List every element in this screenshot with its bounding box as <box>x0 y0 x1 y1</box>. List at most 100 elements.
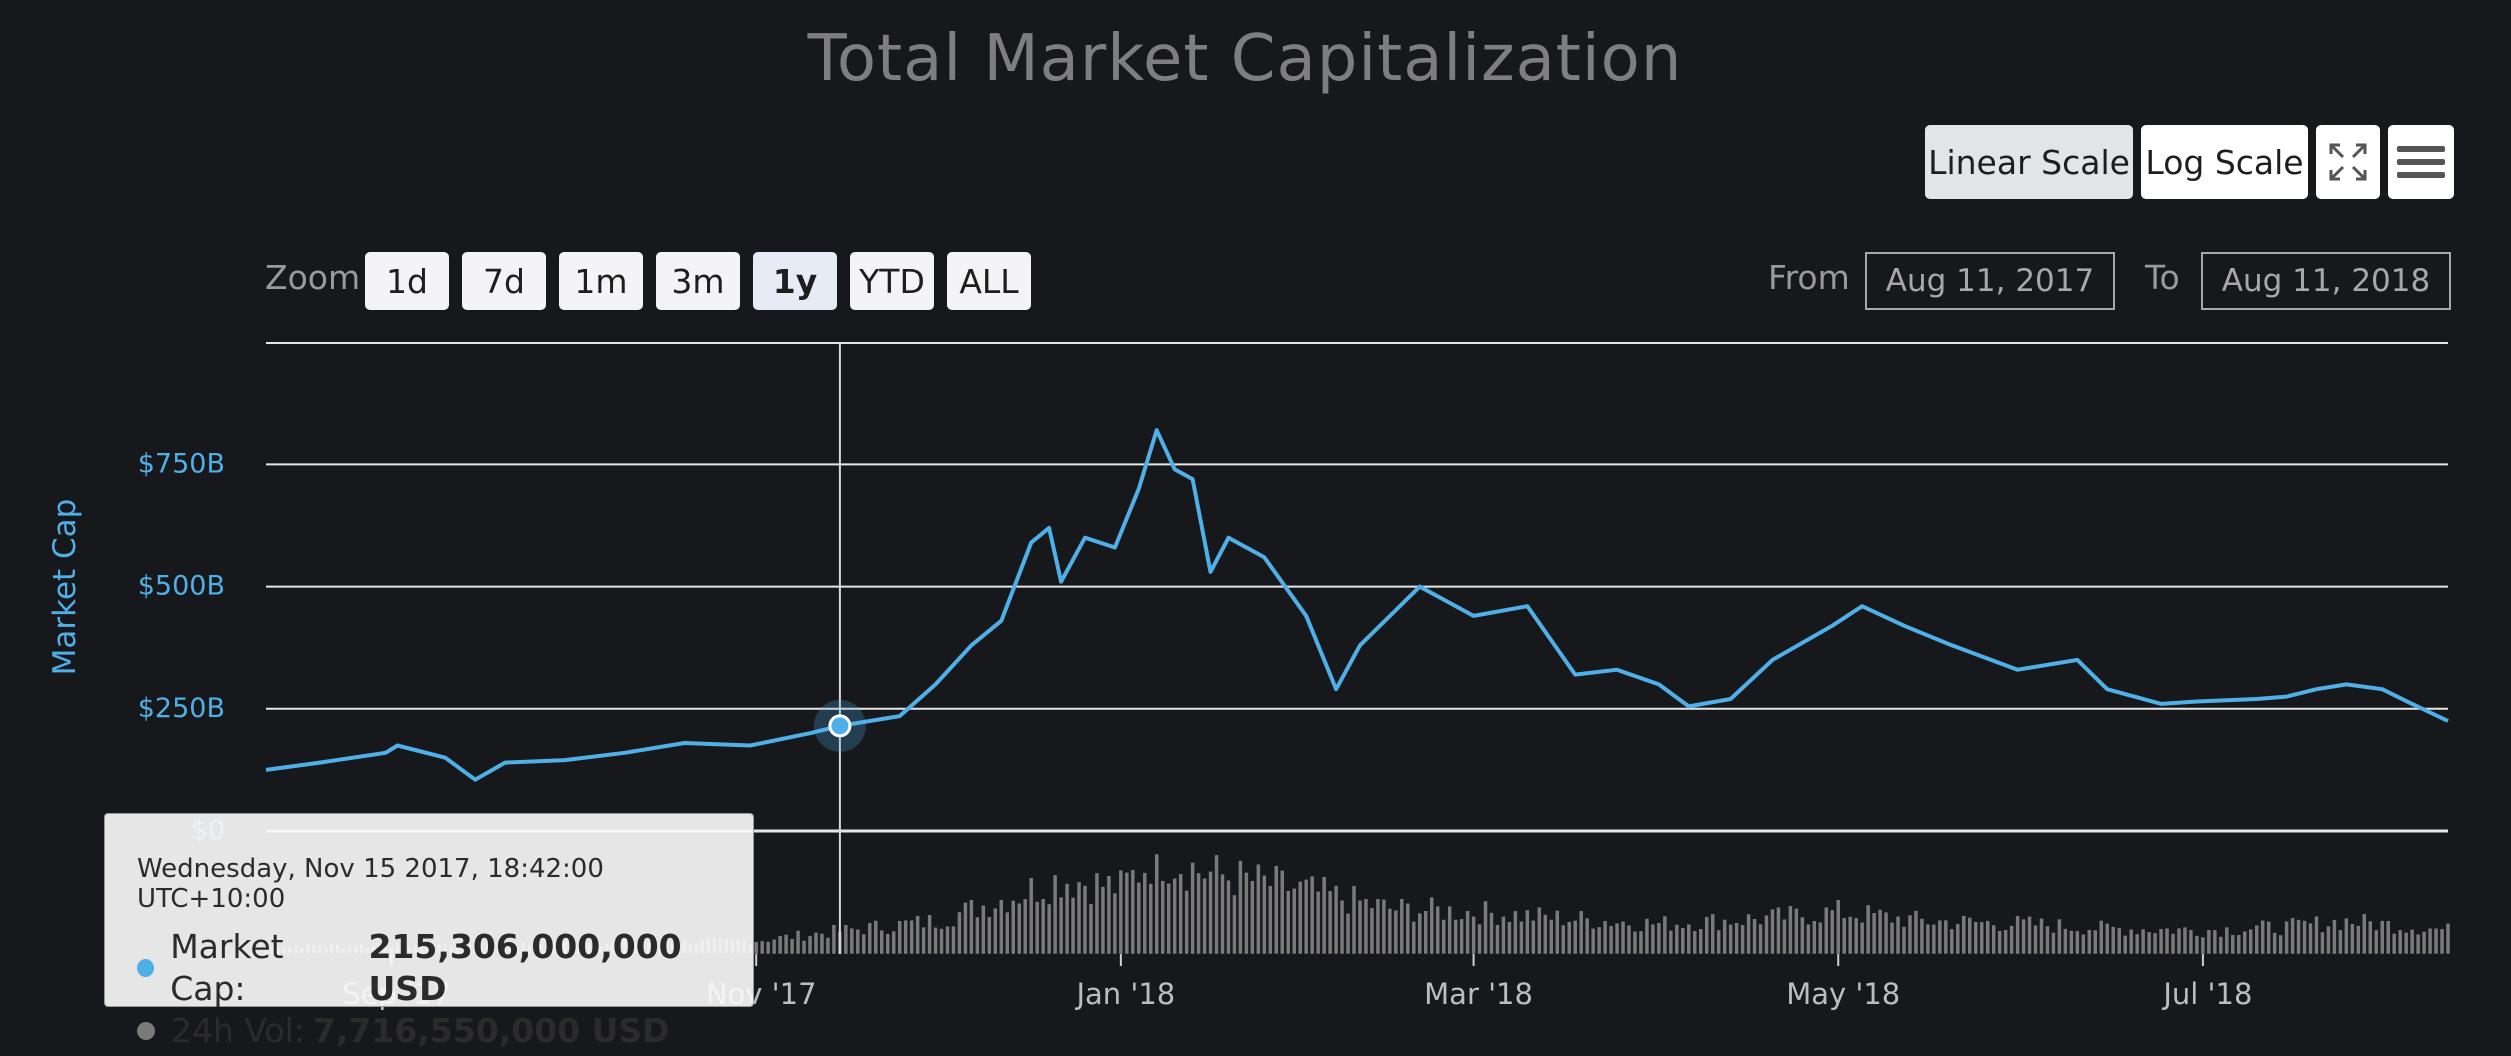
volume-bar[interactable] <box>1895 915 1901 955</box>
volume-bar[interactable] <box>1812 920 1817 955</box>
volume-bar[interactable] <box>2248 928 2253 955</box>
volume-bar[interactable] <box>2409 929 2415 955</box>
log-scale-button[interactable]: Log Scale <box>2141 125 2308 199</box>
volume-bar[interactable] <box>1782 918 1787 955</box>
volume-bar[interactable] <box>1997 930 2002 955</box>
volume-bar[interactable] <box>885 933 890 955</box>
volume-bar[interactable] <box>1393 910 1399 955</box>
volume-bar[interactable] <box>2290 917 2295 955</box>
volume-bar[interactable] <box>2134 933 2140 955</box>
volume-bar[interactable] <box>2128 928 2134 955</box>
volume-bar[interactable] <box>1034 901 1040 955</box>
volume-bar[interactable] <box>2170 933 2176 955</box>
volume-bar[interactable] <box>1734 922 1739 955</box>
volume-bar[interactable] <box>1244 872 1249 955</box>
volume-bar[interactable] <box>2379 920 2385 955</box>
volume-bar[interactable] <box>1620 921 1626 955</box>
volume-bar[interactable] <box>2260 920 2265 955</box>
volume-bar[interactable] <box>2069 930 2074 955</box>
volume-bar[interactable] <box>2403 932 2409 955</box>
volume-bar[interactable] <box>1118 869 1124 955</box>
volume-bar[interactable] <box>819 933 825 955</box>
volume-bar[interactable] <box>2200 936 2206 955</box>
volume-bar[interactable] <box>1250 880 1255 955</box>
volume-bar[interactable] <box>987 916 992 955</box>
volume-bar[interactable] <box>2116 927 2122 955</box>
volume-bar[interactable] <box>1632 931 1638 955</box>
volume-bar[interactable] <box>1417 912 1423 955</box>
volume-bar[interactable] <box>2009 925 2014 955</box>
volume-bar[interactable] <box>1668 930 1674 955</box>
volume-bar[interactable] <box>2314 915 2319 955</box>
volume-bar[interactable] <box>1208 871 1213 955</box>
volume-bar[interactable] <box>2194 935 2200 955</box>
volume-bar[interactable] <box>1100 886 1106 955</box>
volume-bar[interactable] <box>849 927 855 955</box>
volume-bar[interactable] <box>1638 930 1644 955</box>
volume-bar[interactable] <box>2146 931 2152 955</box>
volume-bar[interactable] <box>2350 923 2355 955</box>
volume-bar[interactable] <box>1477 923 1482 955</box>
volume-bar[interactable] <box>1704 916 1709 955</box>
from-date-input[interactable]: Aug 11, 2017 <box>1865 252 2115 310</box>
volume-bar[interactable] <box>1106 875 1112 955</box>
volume-bar[interactable] <box>1286 890 1291 955</box>
volume-bar[interactable] <box>2045 925 2050 955</box>
volume-bar[interactable] <box>1483 900 1488 955</box>
volume-bar[interactable] <box>1949 928 1955 955</box>
volume-bar[interactable] <box>2206 929 2212 955</box>
volume-bar[interactable] <box>1555 910 1560 955</box>
volume-bar[interactable] <box>2397 929 2403 955</box>
volume-bar[interactable] <box>2140 928 2146 955</box>
volume-bar[interactable] <box>1190 862 1195 955</box>
volume-bar[interactable] <box>1142 872 1148 955</box>
volume-bar[interactable] <box>1847 916 1853 955</box>
volume-bar[interactable] <box>2433 927 2439 955</box>
volume-bar[interactable] <box>2176 927 2182 955</box>
volume-bar[interactable] <box>1871 912 1877 955</box>
volume-bar[interactable] <box>2332 919 2337 955</box>
volume-bar[interactable] <box>1614 922 1620 955</box>
volume-bar[interactable] <box>1345 913 1351 955</box>
volume-bar[interactable] <box>2338 929 2343 955</box>
volume-bar[interactable] <box>1865 904 1871 955</box>
volume-bar[interactable] <box>771 939 777 955</box>
volume-bar[interactable] <box>2356 925 2361 955</box>
volume-bar[interactable] <box>1644 918 1650 955</box>
volume-bar[interactable] <box>1495 924 1500 955</box>
volume-bar[interactable] <box>795 930 801 955</box>
linear-scale-button[interactable]: Linear Scale <box>1925 125 2133 199</box>
volume-bar[interactable] <box>2278 934 2283 955</box>
volume-bar[interactable] <box>765 941 771 955</box>
volume-bar[interactable] <box>2385 920 2391 955</box>
volume-bar[interactable] <box>1184 890 1189 955</box>
volume-bar[interactable] <box>1321 876 1327 955</box>
volume-bar[interactable] <box>939 928 944 955</box>
volume-bar[interactable] <box>1327 890 1333 955</box>
volume-bar[interactable] <box>1584 917 1590 955</box>
volume-bar[interactable] <box>1399 898 1405 955</box>
volume-bar[interactable] <box>777 935 783 955</box>
volume-bar[interactable] <box>2445 923 2451 955</box>
volume-bar[interactable] <box>2368 920 2373 955</box>
volume-bar[interactable] <box>1429 896 1434 955</box>
volume-bar[interactable] <box>1716 929 1721 955</box>
volume-bar[interactable] <box>1943 919 1949 955</box>
volume-bar[interactable] <box>1405 902 1411 955</box>
volume-bar[interactable] <box>783 934 789 955</box>
volume-bar[interactable] <box>1291 888 1297 955</box>
volume-bar[interactable] <box>2039 918 2044 955</box>
volume-bar[interactable] <box>1172 878 1177 955</box>
volume-bar[interactable] <box>1196 872 1201 955</box>
volume-bar[interactable] <box>1901 926 1907 955</box>
volume-bar[interactable] <box>2308 922 2313 955</box>
volume-bar[interactable] <box>867 922 873 955</box>
volume-bar[interactable] <box>1280 870 1285 955</box>
volume-bar[interactable] <box>1650 923 1656 955</box>
zoom-button-1d[interactable]: 1d <box>365 252 449 310</box>
volume-bar[interactable] <box>1973 921 1978 955</box>
volume-bar[interactable] <box>2326 925 2331 955</box>
volume-bar[interactable] <box>2242 931 2247 955</box>
volume-bar[interactable] <box>1363 898 1369 955</box>
volume-bar[interactable] <box>1740 924 1745 955</box>
